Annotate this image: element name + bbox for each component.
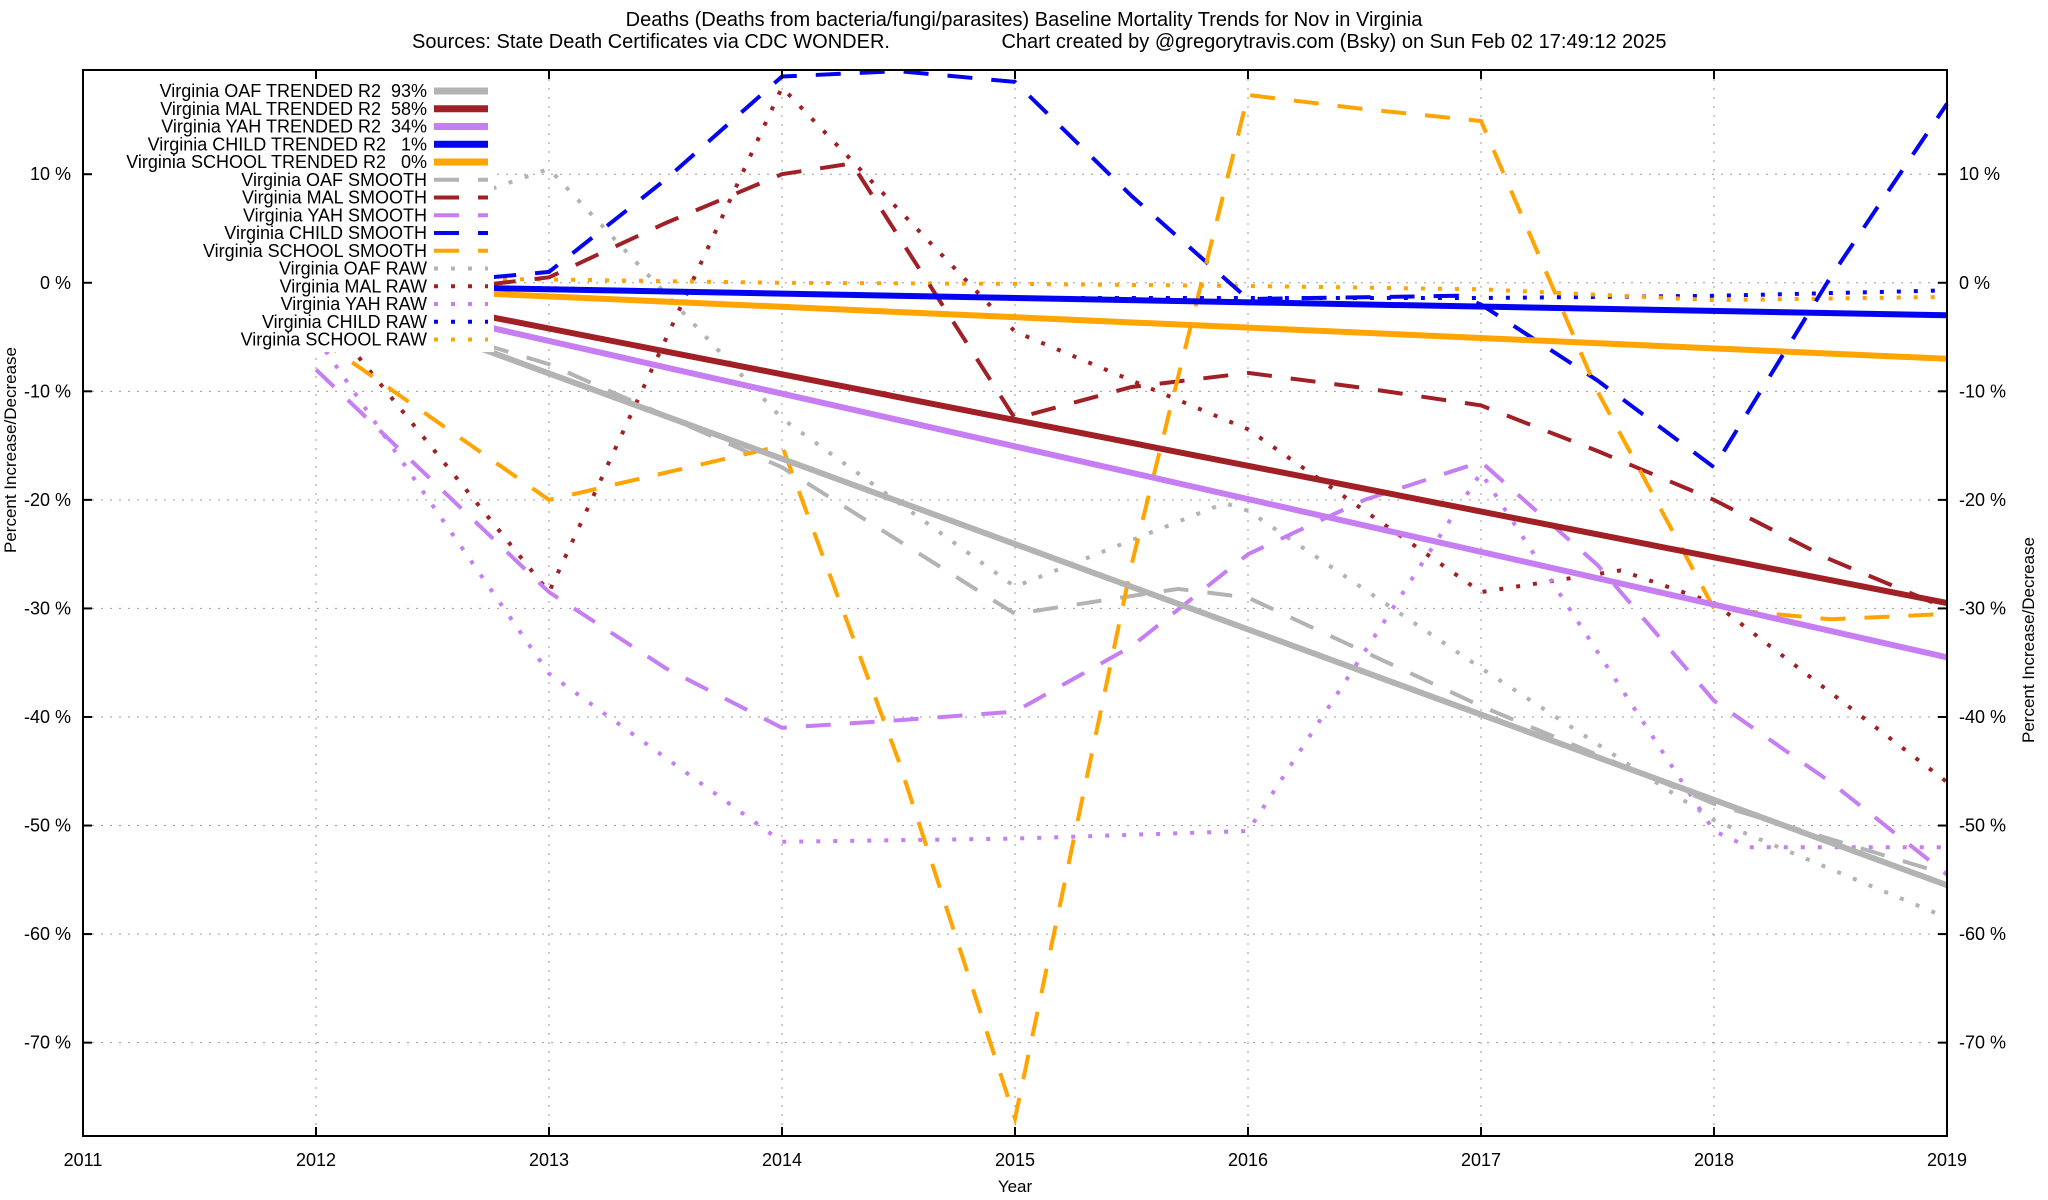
series-yah-smooth <box>314 368 1949 876</box>
legend: Virginia OAF TRENDED R2 93%Virginia MAL … <box>92 79 494 352</box>
series-school-smooth <box>314 92 1948 1127</box>
series-oaf-smooth <box>315 291 1948 877</box>
series-mal-trended <box>315 279 1948 606</box>
y-axis-label-right: -60 % <box>1959 924 2006 944</box>
x-axis-label: 2012 <box>296 1150 336 1170</box>
legend-label: Virginia OAF RAW <box>279 259 427 279</box>
series-yah-trended <box>315 285 1948 661</box>
legend-item-mal-raw: Virginia MAL RAW <box>280 276 488 296</box>
legend-item-child-raw: Virginia CHILD RAW <box>262 312 488 332</box>
x-axis-label: 2018 <box>1694 1150 1734 1170</box>
legend-background <box>92 79 494 352</box>
series-child-trended <box>315 281 1948 319</box>
legend-item-mal-trended: Virginia MAL TRENDED R2 58% <box>160 99 488 119</box>
legend-label: Virginia MAL RAW <box>280 276 427 296</box>
y-axis-label-left: 0 % <box>40 273 71 293</box>
legend-label: Virginia OAF TRENDED R2 93% <box>160 81 427 101</box>
legend-item-oaf-smooth: Virginia OAF SMOOTH <box>241 170 488 190</box>
y-axis-label-left: -70 % <box>24 1033 71 1053</box>
x-axis-label: 2014 <box>762 1150 802 1170</box>
legend-label: Virginia OAF SMOOTH <box>241 170 427 190</box>
legend-label: Virginia SCHOOL RAW <box>241 330 427 350</box>
y-axis-label-right: -20 % <box>1959 490 2006 510</box>
y-axis-label-left: -10 % <box>24 381 71 401</box>
series-mal-raw <box>314 83 1949 784</box>
legend-item-yah-raw: Virginia YAH RAW <box>281 294 488 314</box>
y-axis-label-left: 10 % <box>30 164 71 184</box>
legend-item-yah-trended: Virginia YAH TRENDED R2 34% <box>161 117 488 137</box>
y-axis-label-left: -50 % <box>24 816 71 836</box>
x-axis-label: 2019 <box>1927 1150 1967 1170</box>
series-school-trended <box>315 283 1948 362</box>
series-oaf-raw <box>315 166 1948 920</box>
x-axis-label: 2016 <box>1228 1150 1268 1170</box>
y-axis-label-left: -60 % <box>24 924 71 944</box>
legend-item-child-trended: Virginia CHILD TRENDED R2 1% <box>148 134 488 154</box>
legend-label: Virginia YAH TRENDED R2 34% <box>161 117 427 137</box>
plot-frame <box>82 69 1948 1137</box>
legend-item-oaf-raw: Virginia OAF RAW <box>279 259 488 279</box>
y-axis-label-left: -30 % <box>24 598 71 618</box>
y-axis-label-right: -70 % <box>1959 1033 2006 1053</box>
series-oaf-trended <box>314 285 1949 889</box>
chart-credit-note: Chart created by @gregorytravis.com (Bsk… <box>1001 31 1666 53</box>
legend-item-school-trended: Virginia SCHOOL TRENDED R2 0% <box>126 152 488 172</box>
y-axis-label-left: -20 % <box>24 490 71 510</box>
legend-label: Virginia YAH SMOOTH <box>243 205 427 225</box>
legend-label: Virginia CHILD TRENDED R2 1% <box>148 134 427 154</box>
legend-label: Virginia SCHOOL TRENDED R2 0% <box>126 152 427 172</box>
x-axis-label: 2013 <box>529 1150 569 1170</box>
legend-label: Virginia MAL TRENDED R2 58% <box>160 99 427 119</box>
legend-item-mal-smooth: Virginia MAL SMOOTH <box>242 188 488 208</box>
y-axis-label-right: -40 % <box>1959 707 2006 727</box>
y-axis-label-left: -40 % <box>24 707 71 727</box>
x-axis-label: 2015 <box>995 1150 1035 1170</box>
chart-source-note: Sources: State Death Certificates via CD… <box>412 31 890 53</box>
series-yah-raw <box>314 335 1947 850</box>
legend-item-school-raw: Virginia SCHOOL RAW <box>241 330 488 350</box>
y-axis-label-right: -10 % <box>1959 381 2006 401</box>
y-axis-label-right: -50 % <box>1959 816 2006 836</box>
legend-item-yah-smooth: Virginia YAH SMOOTH <box>243 205 488 225</box>
legend-label: Virginia YAH RAW <box>281 294 427 314</box>
legend-label: Virginia SCHOOL SMOOTH <box>203 241 427 261</box>
x-axis-label: 2011 <box>64 1150 103 1170</box>
y-axis-label-right: 0 % <box>1959 273 1990 293</box>
legend-item-oaf-trended: Virginia OAF TRENDED R2 93% <box>160 81 488 101</box>
legend-label: Virginia MAL SMOOTH <box>242 188 427 208</box>
legend-label: Virginia CHILD RAW <box>262 312 427 332</box>
series-child-smooth <box>315 69 1949 471</box>
x-axis-title: Year <box>998 1177 1033 1196</box>
y-axis-title-right: Percent Increase/Decrease <box>2019 537 2038 743</box>
legend-label: Virginia CHILD SMOOTH <box>224 223 427 243</box>
y-axis-title-left: Percent Increase/Decrease <box>1 347 20 553</box>
legend-item-child-smooth: Virginia CHILD SMOOTH <box>224 223 488 243</box>
y-axis-label-right: 10 % <box>1959 164 2000 184</box>
chart-title: Deaths (Deaths from bacteria/fungi/paras… <box>626 9 1424 31</box>
x-axis-label: 2017 <box>1461 1150 1501 1170</box>
y-axis-label-right: -30 % <box>1959 598 2006 618</box>
series-lines <box>314 69 1949 1127</box>
legend-item-school-smooth: Virginia SCHOOL SMOOTH <box>203 241 488 261</box>
